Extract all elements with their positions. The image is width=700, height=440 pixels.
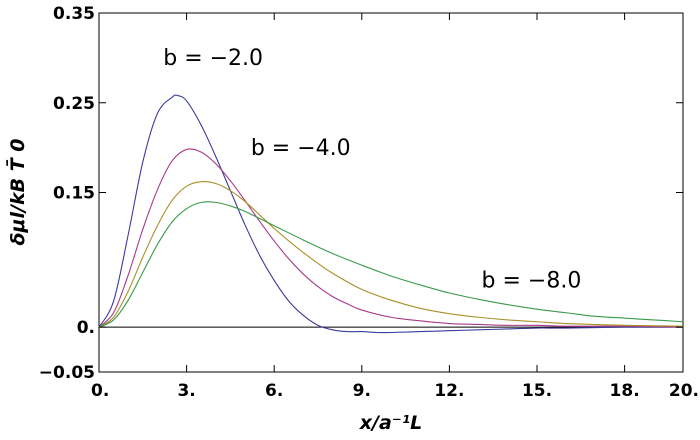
y-tick-label-2: 0.15 [53, 184, 95, 204]
series-line-4 [98, 201, 684, 328]
x-tick-label-2: 6. [265, 381, 283, 401]
y-tick-label-1: 0. [77, 318, 95, 338]
x-tick-label-0: 0. [91, 381, 109, 401]
x-tick-label-3: 9. [353, 381, 371, 401]
series-lines [98, 94, 684, 334]
x-tick-label-6: 18. [610, 381, 640, 401]
x-tick-label-7: 20. [669, 381, 699, 401]
series-line-3 [98, 181, 684, 328]
series-line-1 [98, 94, 684, 334]
y-axis-label: δμl/kB T̄ 0 [6, 138, 29, 245]
y-tick-label-4: 0.35 [53, 4, 95, 24]
x-tick-label-4: 12. [434, 381, 464, 401]
x-tick-label-5: 15. [522, 381, 552, 401]
y-tick-label-3: 0.25 [53, 94, 95, 114]
series-annotations: b = −2.0 b = −4.0 b = −8.0 [163, 46, 581, 294]
series-annotation-2: b = −4.0 [251, 136, 351, 161]
series-annotation-3: b = −8.0 [482, 269, 582, 294]
series-annotation-1: b = −2.0 [163, 46, 263, 71]
series-line-2 [98, 148, 684, 328]
x-axis-label: x/a⁻¹L [359, 412, 422, 434]
x-tick-label-1: 3. [177, 381, 195, 401]
y-tick-label-0: −0.05 [39, 363, 95, 383]
axis-ticks: 0. 3. 6. 9. 12. 15. 18. 20.−0.050.0.150.250.35 [39, 4, 699, 401]
